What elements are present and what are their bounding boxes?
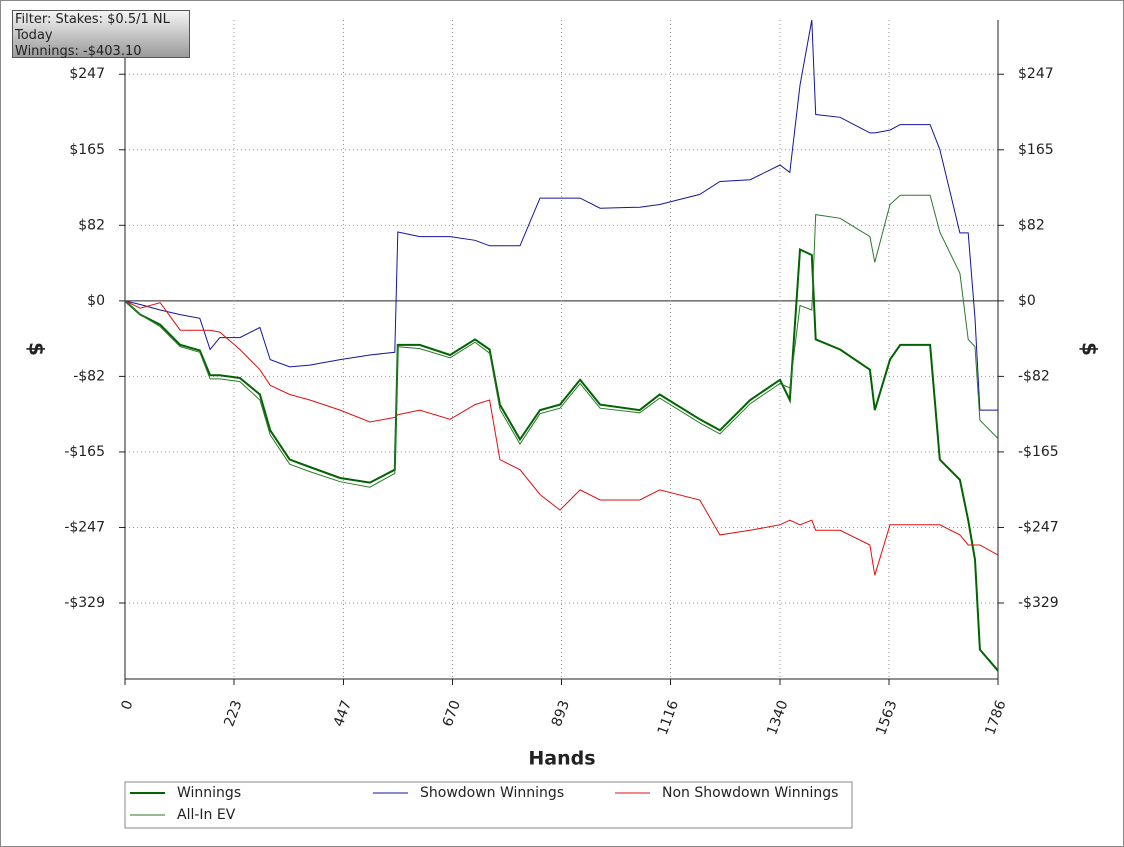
legend-label: Non Showdown Winnings <box>662 785 838 801</box>
y-tick-label: -$329 <box>64 595 105 611</box>
y-tick-label: $165 <box>69 142 105 158</box>
y-axis-label: $ <box>25 342 49 356</box>
annotation: Filter: Stakes: $0.5/1 NL <box>15 12 170 27</box>
y2-tick-label: -$165 <box>1018 444 1059 460</box>
y-tick-label: $82 <box>78 217 105 233</box>
y2-tick-label: $247 <box>1018 66 1054 82</box>
legend-label: Showdown Winnings <box>420 785 564 801</box>
legend-label: Winnings <box>177 785 241 801</box>
filter-box: Filter: Stakes: $0.5/1 NL Today Winnings… <box>12 10 190 59</box>
series-line <box>124 247 999 672</box>
series-line <box>124 19 998 411</box>
series-line <box>124 194 999 488</box>
y-tick-label: -$82 <box>73 368 105 384</box>
y-tick-label: -$165 <box>64 444 105 460</box>
y2-tick-label: $82 <box>1018 217 1045 233</box>
legend-label: All-In EV <box>177 807 236 823</box>
annotation: Today <box>15 28 53 43</box>
annotation: Winnings: -$403.10 <box>15 44 142 59</box>
y2-tick-label: $0 <box>1018 293 1036 309</box>
y2-tick-label: -$247 <box>1018 519 1059 535</box>
y2-axis-label: $ <box>1078 342 1102 356</box>
y2-tick-label: -$329 <box>1018 595 1059 611</box>
y2-tick-label: $165 <box>1018 142 1054 158</box>
y-tick-label: $0 <box>87 293 105 309</box>
series-line <box>124 300 999 576</box>
y-tick-label: $247 <box>69 66 105 82</box>
y2-tick-label: -$82 <box>1018 368 1050 384</box>
x-axis-label: Hands <box>528 748 595 770</box>
legend <box>124 781 853 829</box>
y-tick-label: -$247 <box>64 519 105 535</box>
